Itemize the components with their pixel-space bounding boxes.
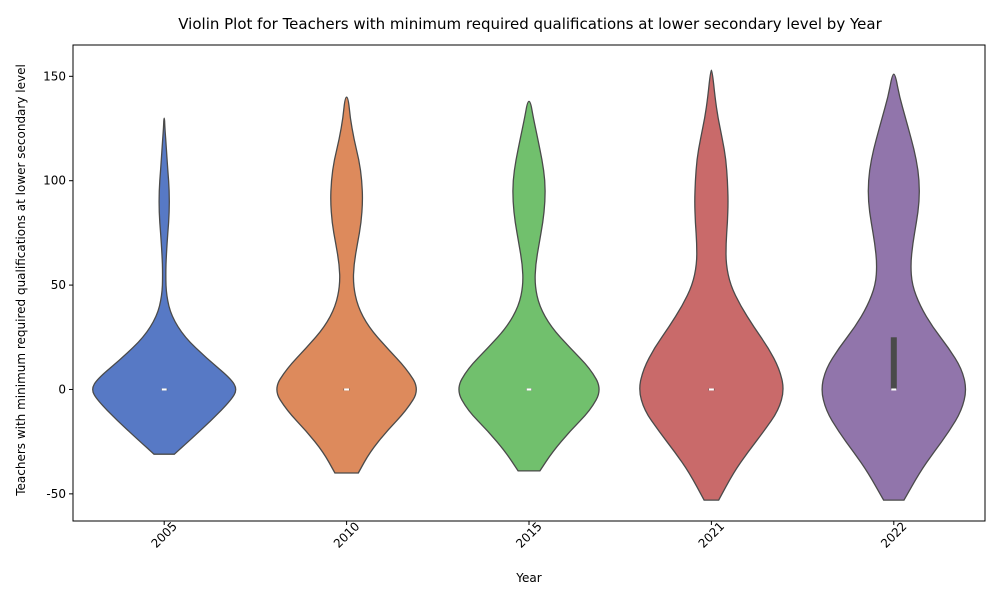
x-axis-title: Year <box>515 571 541 585</box>
median-marker-2010 <box>344 388 350 391</box>
violin-box-2022 <box>890 337 897 390</box>
violin-2005 <box>92 117 237 455</box>
x-axis: 2005 2010 2015 2021 2022 <box>148 519 909 550</box>
y-tick-label: 0 <box>58 382 66 396</box>
violin-2022 <box>821 73 967 501</box>
x-tick-label: 2010 <box>331 519 362 550</box>
violin-2010 <box>276 96 417 474</box>
x-tick-label: 2005 <box>148 519 179 550</box>
median-marker-2015 <box>526 388 532 391</box>
median-marker-2005 <box>161 388 167 391</box>
median-marker-2022 <box>891 388 897 391</box>
median-marker-2021 <box>708 388 714 391</box>
violin-2021 <box>639 69 784 501</box>
y-tick-label: 150 <box>43 69 66 83</box>
y-tick-label: -50 <box>46 487 66 501</box>
violin-2015 <box>458 100 600 472</box>
y-axis: -50 0 50 100 150 <box>43 69 73 501</box>
y-tick-label: 50 <box>51 278 66 292</box>
y-axis-title: Teachers with minimum required qualifica… <box>14 64 28 497</box>
violin-group <box>92 69 967 501</box>
y-tick-label: 100 <box>43 174 66 188</box>
x-tick-label: 2021 <box>696 519 727 550</box>
chart-title: Violin Plot for Teachers with minimum re… <box>178 15 882 33</box>
x-tick-label: 2022 <box>878 519 909 550</box>
x-tick-label: 2015 <box>513 519 544 550</box>
